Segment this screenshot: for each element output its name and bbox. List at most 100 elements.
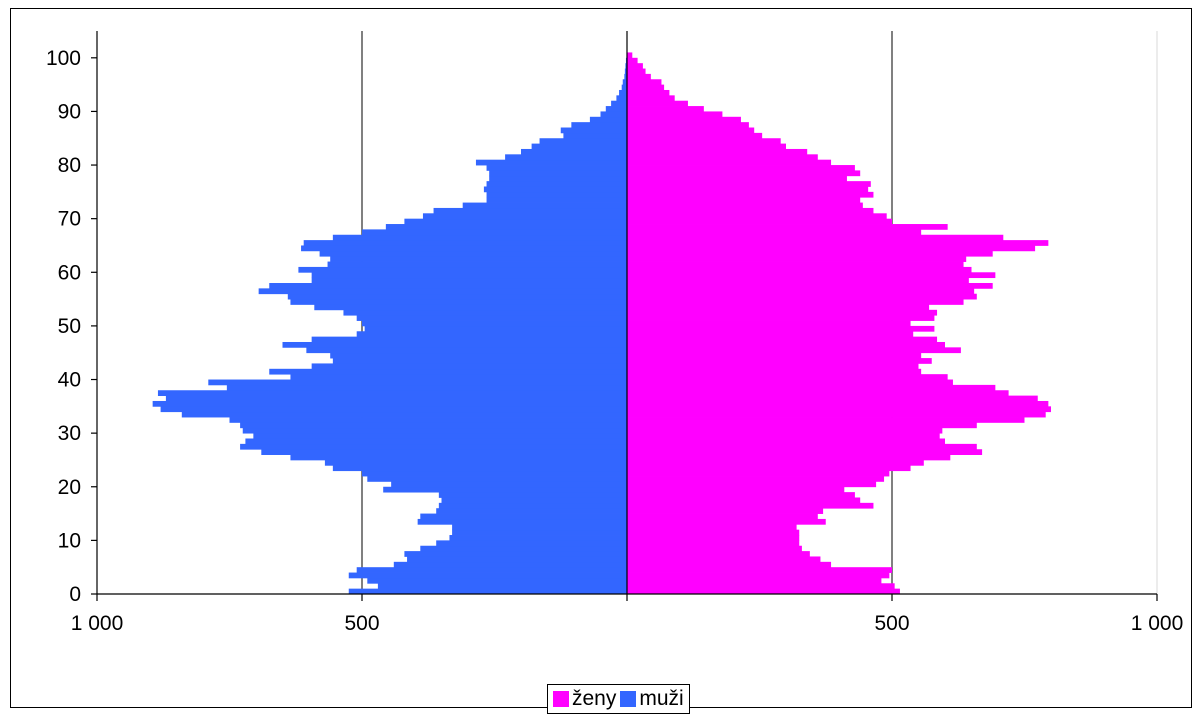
legend-item-muzi: muži <box>620 687 684 711</box>
bar-zeny-age-72 <box>627 202 863 209</box>
bar-muzi-age-63 <box>319 250 627 257</box>
bar-muzi-age-73 <box>486 197 627 203</box>
legend-label-zeny: ženy <box>572 687 617 710</box>
bar-muzi-age-8 <box>420 545 627 552</box>
bar-muzi-age-11 <box>452 529 627 536</box>
bar-zeny-age-66 <box>627 234 1004 241</box>
bar-muzi-age-12 <box>452 524 627 531</box>
bar-muzi-age-5 <box>393 561 627 568</box>
bar-muzi-age-80 <box>475 159 627 166</box>
bar-zeny-age-23 <box>627 465 911 472</box>
bar-zeny-age-54 <box>627 299 964 305</box>
bar-muzi-age-59 <box>311 272 627 279</box>
bar-zeny-age-37 <box>627 390 1009 397</box>
bar-muzi-age-98 <box>625 63 627 69</box>
bar-muzi-age-68 <box>385 224 627 230</box>
bar-muzi-age-34 <box>160 406 627 413</box>
bar-muzi-age-19 <box>383 486 627 493</box>
bar-muzi-age-31 <box>240 422 627 429</box>
y-tick-label-10: 100 <box>46 47 81 70</box>
bar-muzi-age-41 <box>269 368 627 375</box>
bar-zeny-age-24 <box>627 459 924 466</box>
bar-muzi-age-37 <box>157 390 627 397</box>
bar-muzi-age-61 <box>327 261 627 268</box>
bar-zeny-age-56 <box>627 288 975 295</box>
bar-muzi-age-83 <box>531 143 627 150</box>
bar-muzi-age-85 <box>563 132 627 139</box>
bar-zeny-age-83 <box>627 143 786 150</box>
bar-zeny-age-16 <box>627 502 874 509</box>
bar-zeny-age-34 <box>627 406 1051 413</box>
bar-muzi-age-14 <box>420 513 627 520</box>
bar-muzi-age-78 <box>489 170 627 177</box>
bar-zeny-age-2 <box>627 577 882 584</box>
bar-muzi-age-36 <box>165 395 627 402</box>
bar-muzi-age-58 <box>311 277 627 284</box>
bar-zeny-age-0 <box>627 588 900 595</box>
bar-muzi-age-76 <box>486 181 627 187</box>
bar-zeny-age-40 <box>627 374 948 380</box>
bar-muzi-age-65 <box>303 240 627 246</box>
y-tick-label-6: 60 <box>58 261 81 284</box>
bar-muzi-age-74 <box>486 191 627 198</box>
bar-zeny-age-8 <box>627 545 802 552</box>
bar-zeny-age-7 <box>627 551 810 557</box>
bar-muzi-age-42 <box>311 363 627 370</box>
bar-zeny-age-47 <box>627 336 938 343</box>
bar-muzi-age-77 <box>489 175 627 182</box>
bar-muzi-age-52 <box>343 309 627 316</box>
bar-muzi-age-48 <box>356 331 627 338</box>
y-tick-label-2: 20 <box>58 476 81 499</box>
legend-item-zeny: ženy <box>553 687 616 711</box>
bar-muzi-age-50 <box>362 320 627 327</box>
bar-muzi-age-22 <box>362 470 627 477</box>
bar-muzi-age-53 <box>314 304 627 311</box>
bar-zeny-age-51 <box>627 315 935 321</box>
bar-zeny-age-49 <box>627 325 935 332</box>
bar-muzi-age-79 <box>486 165 627 171</box>
bar-zeny-age-76 <box>627 181 871 187</box>
bar-zeny-age-70 <box>627 213 887 220</box>
bar-muzi-age-97 <box>624 68 627 75</box>
bar-muzi-age-47 <box>311 336 627 343</box>
bar-muzi-age-64 <box>301 245 627 252</box>
chart-frame: 1 000 500 500 1 000 0 10 20 30 40 50 60 70 80 90 100 ž… <box>10 8 1192 714</box>
bar-muzi-age-21 <box>367 476 627 482</box>
bar-muzi-age-90 <box>605 106 627 112</box>
bar-muzi-age-17 <box>441 497 627 504</box>
bar-zeny-age-41 <box>627 368 922 375</box>
bar-zeny-age-29 <box>627 433 940 439</box>
bar-zeny-age-17 <box>627 497 861 504</box>
bar-muzi-age-32 <box>229 417 627 423</box>
bar-zeny-age-15 <box>627 508 824 514</box>
bar-zeny-age-80 <box>627 159 832 166</box>
bar-zeny-age-30 <box>627 427 943 434</box>
y-tick-label-8: 80 <box>58 154 81 177</box>
bar-zeny-age-73 <box>627 197 861 203</box>
bar-muzi-age-91 <box>611 100 627 107</box>
bar-muzi-age-71 <box>433 207 627 214</box>
bar-zeny-age-67 <box>627 229 922 236</box>
y-tick-label-9: 90 <box>58 100 81 123</box>
bar-zeny-age-55 <box>627 293 977 300</box>
bar-muzi-age-30 <box>242 427 627 434</box>
bar-zeny-age-31 <box>627 422 977 429</box>
bar-muzi-age-40 <box>290 374 627 380</box>
bar-zeny-age-21 <box>627 476 885 482</box>
bar-zeny-age-61 <box>627 261 964 268</box>
bar-muzi-age-38 <box>226 384 627 391</box>
bar-muzi-age-46 <box>282 341 627 348</box>
bar-muzi-age-95 <box>622 79 627 86</box>
bar-zeny-age-94 <box>627 84 665 91</box>
bar-zeny-age-97 <box>627 68 646 75</box>
bar-zeny-age-96 <box>627 73 651 80</box>
bar-zeny-age-38 <box>627 384 996 391</box>
y-tick-label-0: 0 <box>69 583 81 606</box>
bar-muzi-age-25 <box>290 454 627 461</box>
bar-zeny-age-60 <box>627 266 972 273</box>
bar-muzi-age-23 <box>332 465 627 472</box>
bar-zeny-age-5 <box>627 561 832 568</box>
bar-muzi-age-55 <box>287 293 627 300</box>
bars <box>152 52 1051 595</box>
bar-zeny-age-95 <box>627 79 662 86</box>
